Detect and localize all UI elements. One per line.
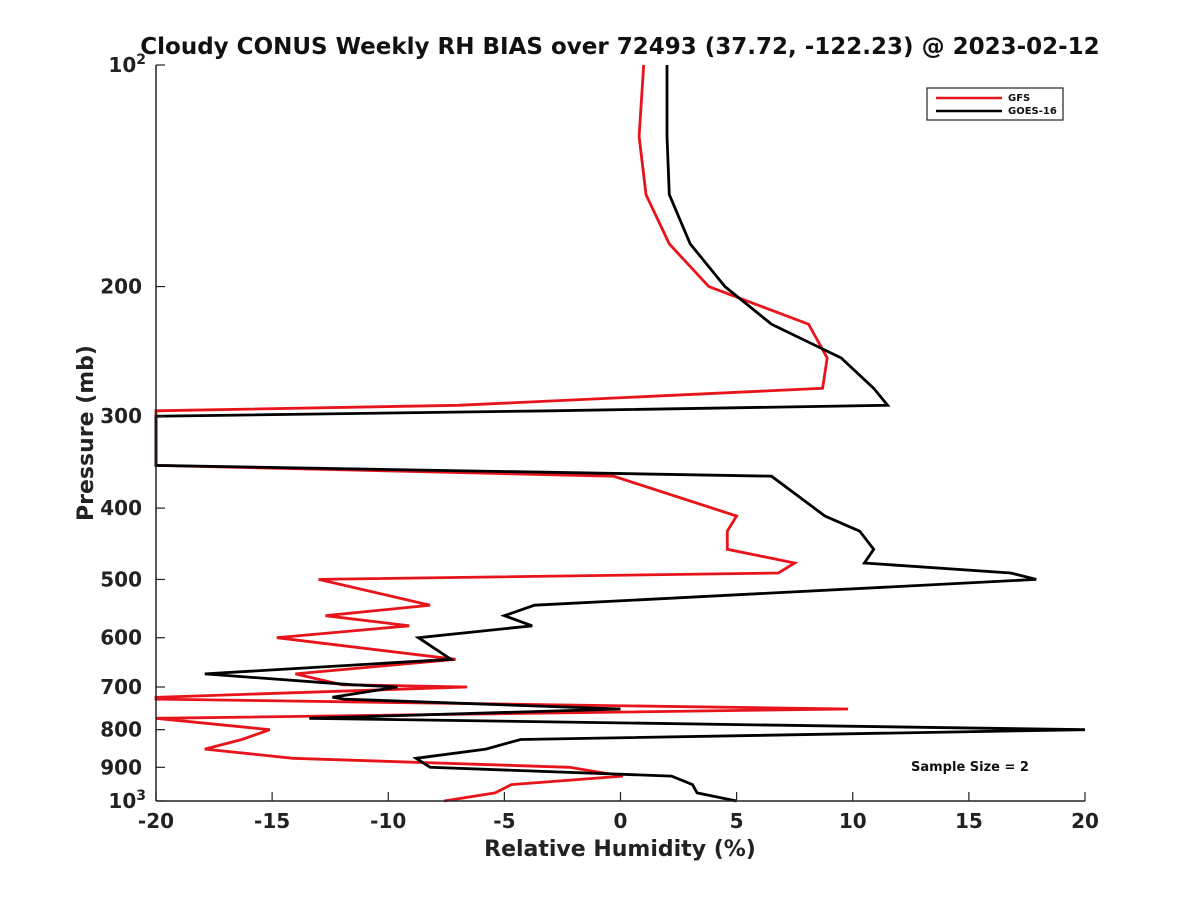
y-axis-ticks: 102 200 300 400 500 600 700 800 900 103 xyxy=(100,52,165,813)
series-line-gfs xyxy=(154,64,849,803)
x-tick-label: 15 xyxy=(955,809,983,833)
x-tick-label: -15 xyxy=(254,809,290,833)
y-tick-label: 103 xyxy=(108,788,146,813)
chart-title: Cloudy CONUS Weekly RH BIAS over 72493 (… xyxy=(140,34,1099,60)
legend-label-goes16: GOES-16 xyxy=(1008,106,1057,117)
y-tick-label: 800 xyxy=(100,718,142,742)
x-axis-ticks: -20 -15 -10 -5 0 5 10 15 20 xyxy=(138,792,1099,833)
x-tick-label: -10 xyxy=(370,809,406,833)
sample-size-annotation: Sample Size = 2 xyxy=(911,760,1029,775)
y-tick-label: 300 xyxy=(100,404,142,428)
y-tick-label: 200 xyxy=(100,275,142,299)
series-line-goes-16 xyxy=(154,65,1086,803)
plot-area xyxy=(154,64,1086,803)
x-tick-label: 10 xyxy=(839,809,867,833)
x-tick-label: -20 xyxy=(138,809,174,833)
y-tick-label: 400 xyxy=(100,496,142,520)
y-axis-label: Pressure (mb) xyxy=(74,345,99,521)
y-tick-label: 600 xyxy=(100,626,142,650)
legend-box xyxy=(926,87,1064,121)
legend: GFS GOES-16 xyxy=(926,87,1064,121)
y-tick-label: 102 xyxy=(108,52,146,77)
x-tick-label: -5 xyxy=(493,809,515,833)
y-tick-label: 500 xyxy=(100,567,142,591)
x-tick-label: 20 xyxy=(1071,809,1099,833)
legend-label-gfs: GFS xyxy=(1008,93,1030,104)
y-tick-label: 900 xyxy=(100,755,142,779)
x-tick-label: 5 xyxy=(730,809,744,833)
y-tick-label: 700 xyxy=(100,675,142,699)
x-axis-label: Relative Humidity (%) xyxy=(484,837,756,862)
x-tick-label: 0 xyxy=(614,809,628,833)
